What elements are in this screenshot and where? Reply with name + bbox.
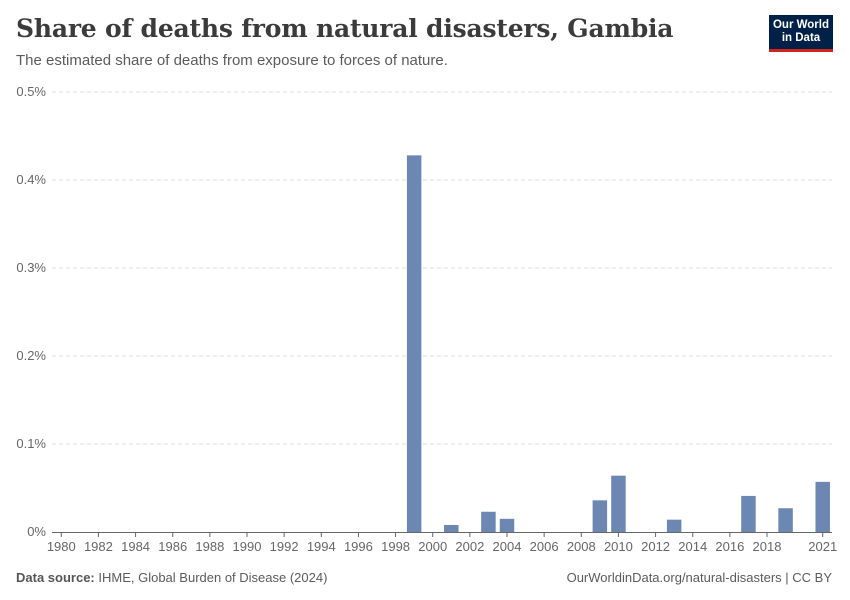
logo-line-1: Our World — [772, 19, 829, 31]
x-tick-label: 2008 — [567, 539, 596, 554]
x-tick-label: 2000 — [418, 539, 447, 554]
x-tick-label: 2010 — [604, 539, 633, 554]
bars — [406, 155, 830, 533]
logo-line-2: in Data — [781, 32, 821, 44]
x-tick-label: 1986 — [158, 539, 187, 554]
bar-2017[interactable] — [741, 495, 756, 532]
x-tick-label: 1992 — [270, 539, 299, 554]
x-tick-label: 2012 — [641, 539, 670, 554]
y-tick-label: 0.4% — [16, 172, 46, 187]
bar-2019[interactable] — [778, 508, 793, 532]
bar-chart: 0%0.1%0.2%0.3%0.4%0.5% 1980 1982 1984 1986 1… — [16, 84, 837, 554]
source-url-link[interactable]: OurWorldinData.org/natural-disasters — [566, 570, 782, 585]
x-tick-label: 1994 — [307, 539, 336, 554]
bar-2003[interactable] — [481, 511, 496, 532]
x-tick-label: 2006 — [530, 539, 559, 554]
y-tick-label: 0.1% — [16, 436, 46, 451]
owid-logo[interactable]: Our World in Data — [769, 15, 833, 52]
bar-1999[interactable] — [406, 155, 422, 533]
x-tick-label: 2016 — [715, 539, 744, 554]
x-tick-label: 1984 — [121, 539, 150, 554]
bar-2010[interactable] — [611, 475, 626, 532]
license-label[interactable]: CC BY — [792, 570, 832, 585]
bar-2001[interactable] — [444, 524, 459, 532]
x-tick-label: 1998 — [381, 539, 410, 554]
y-gridlines — [52, 91, 832, 445]
bar-2009[interactable] — [592, 500, 608, 532]
data-source-text: IHME, Global Burden of Disease (2024) — [98, 570, 328, 585]
footer-credits: OurWorldinData.org/natural-disasters | C… — [567, 570, 832, 585]
x-tick-label: 1980 — [47, 539, 76, 554]
bar-2013[interactable] — [666, 519, 682, 532]
x-tick-label: 2014 — [678, 539, 707, 554]
data-source-label: Data source: — [16, 570, 95, 585]
x-tick-label: 1988 — [195, 539, 224, 554]
footer-separator: | — [781, 570, 793, 585]
x-tick-label: 1996 — [344, 539, 373, 554]
bar-2021[interactable] — [815, 481, 830, 532]
x-tick-label: 2004 — [493, 539, 522, 554]
y-axis-tick-labels: 0% 0.1% 0.2% 0.3% 0.4% 0.5% — [16, 84, 46, 539]
y-tick-label: 0.3% — [16, 260, 46, 275]
y-tick-label: 0.5% — [16, 84, 46, 99]
y-tick-label: 0% — [27, 524, 46, 539]
bar-2004[interactable] — [499, 518, 515, 532]
x-tick-label: 1990 — [233, 539, 262, 554]
x-tick-label: 2002 — [455, 539, 484, 554]
data-source: Data source: IHME, Global Burden of Dise… — [16, 570, 327, 585]
x-tick-label: 1982 — [84, 539, 113, 554]
y-tick-label: 0.2% — [16, 348, 46, 363]
chart-title: Share of deaths from natural disasters, … — [16, 14, 674, 43]
chart-subtitle: The estimated share of deaths from expos… — [16, 52, 448, 69]
x-axis-ticks: 1980 1982 1984 1986 1988 1990 1992 1994 1996 1998… — [47, 532, 837, 554]
x-tick-label: 2021 — [808, 539, 837, 554]
x-tick-label: 2018 — [753, 539, 782, 554]
